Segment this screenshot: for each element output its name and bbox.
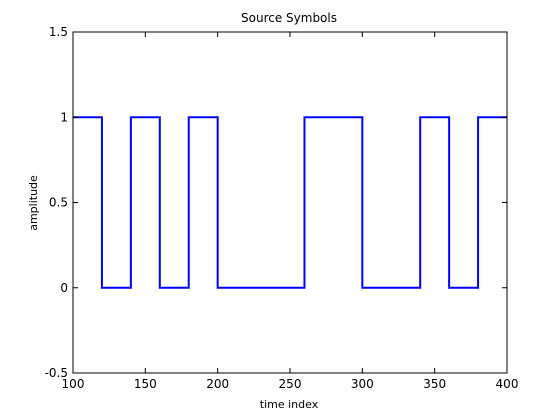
x-tick-label: 350 [423, 377, 446, 391]
x-tick-label: 200 [206, 377, 229, 391]
x-tick-label: 400 [496, 377, 519, 391]
x-tick-label: 150 [134, 377, 157, 391]
y-tick-label: 1 [60, 110, 68, 124]
ticks-layer [72, 31, 508, 374]
series-layer [73, 116, 507, 289]
y-tick-label: 0.5 [49, 196, 68, 210]
x-tick-label: 250 [279, 377, 302, 391]
y-tick-label: 1.5 [49, 25, 68, 39]
x-tick-label: 100 [62, 377, 85, 391]
chart-title: Source Symbols [241, 11, 337, 25]
y-tick-label: -0.5 [45, 366, 68, 380]
y-axis-label: amplitude [27, 175, 40, 231]
y-tick-label: 0 [60, 281, 68, 295]
x-tick-label: 300 [351, 377, 374, 391]
series-line [73, 116, 507, 289]
x-axis-label: time index [260, 398, 319, 411]
plot-area [73, 32, 507, 373]
tick-labels: 100 150 200 250 300 350 400 -0.5 0 0.5 1 1.5 [45, 25, 519, 391]
